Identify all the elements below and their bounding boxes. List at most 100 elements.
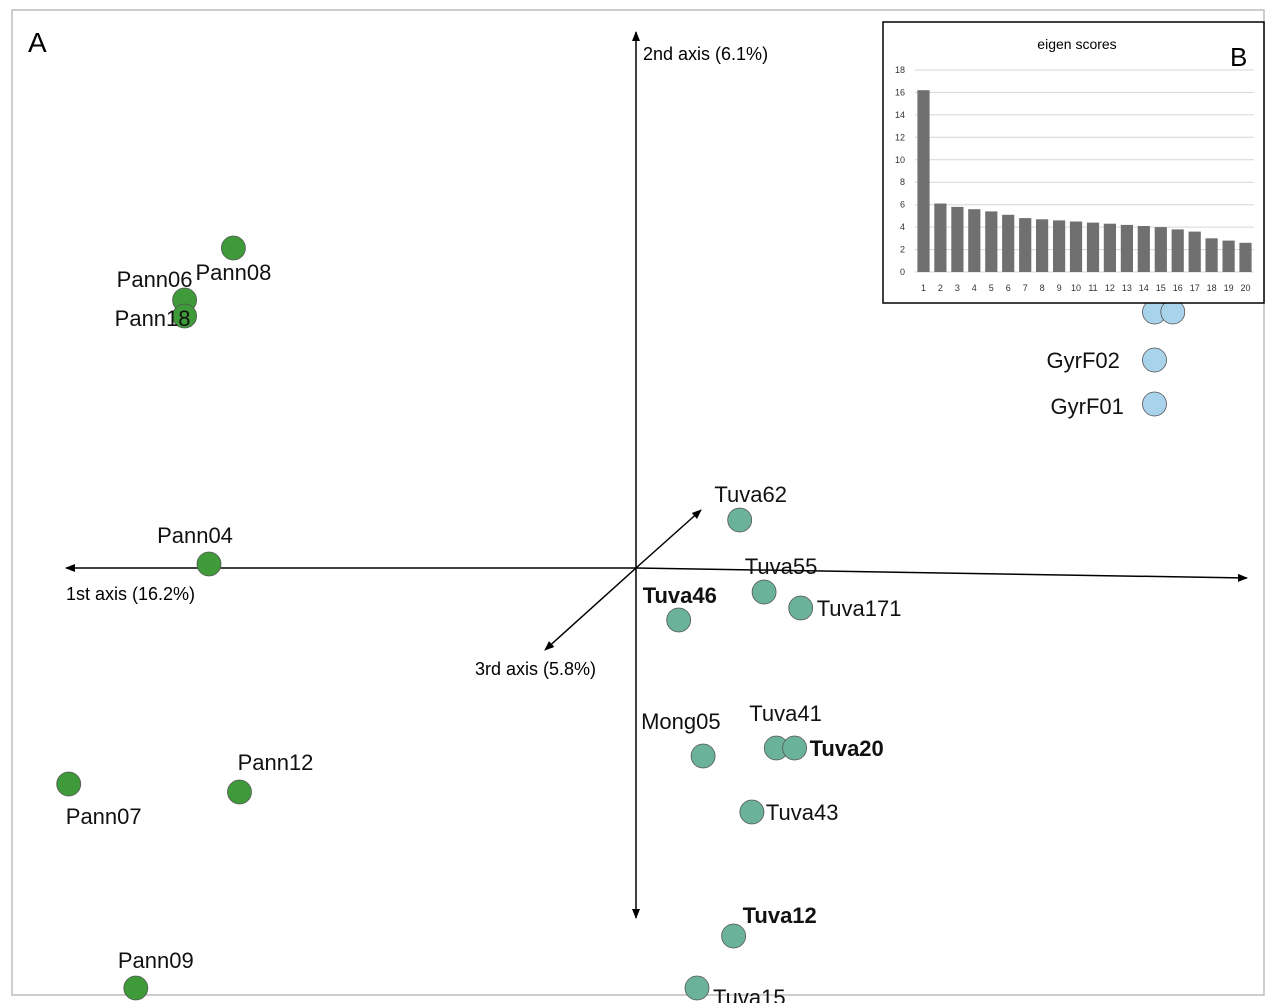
x-tick-13: 13: [1122, 283, 1132, 293]
point-tuva171: [788, 595, 814, 621]
label-gyrf02: GyrF02: [1047, 348, 1120, 373]
bar-1: [917, 90, 930, 272]
bar-12: [1103, 223, 1116, 272]
point-pann12: [227, 779, 252, 805]
point-pann07: [56, 771, 82, 797]
point-tuva15: [684, 975, 710, 1001]
label-tuva43: Tuva43: [766, 800, 839, 825]
label-tuva55: Tuva55: [745, 554, 818, 579]
x-tick-2: 2: [938, 283, 943, 293]
figure-border: [11, 9, 1265, 996]
label-gyrf01: GyrF01: [1051, 394, 1124, 419]
point-tuva46: [666, 607, 692, 633]
point-tuva62: [727, 507, 753, 533]
label-tuva20: Tuva20: [810, 736, 884, 761]
x-tick-19: 19: [1224, 283, 1234, 293]
x-tick-7: 7: [1023, 283, 1028, 293]
point-pann18: [172, 303, 198, 329]
point-tuva55: [751, 579, 777, 605]
bar-19: [1222, 240, 1235, 272]
bar-11: [1086, 222, 1100, 272]
y-tick-10: 10: [895, 155, 905, 165]
x-tick-8: 8: [1040, 283, 1045, 293]
bar-6: [1002, 214, 1015, 272]
point-tuva20: [782, 735, 807, 761]
y-tick-8: 8: [900, 177, 905, 187]
label-pann12: Pann12: [238, 750, 314, 775]
bar-14: [1137, 226, 1150, 272]
point-mong05: [690, 743, 716, 769]
bar-20: [1239, 242, 1252, 272]
point-pann09: [123, 975, 149, 1001]
point-pann08: [220, 235, 246, 261]
bar-10: [1069, 221, 1083, 272]
label-tuva46: Tuva46: [643, 583, 717, 608]
y-tick-12: 12: [895, 132, 905, 142]
x-tick-3: 3: [955, 283, 960, 293]
point-tuva12: [721, 923, 746, 949]
bar-18: [1205, 238, 1218, 272]
x-tick-17: 17: [1190, 283, 1200, 293]
label-tuva171: Tuva171: [817, 596, 902, 621]
label-pann04: Pann04: [157, 523, 233, 548]
x-tick-18: 18: [1207, 283, 1217, 293]
label-tuva15: Tuva15: [713, 985, 786, 1003]
label-pann06: Pann06: [117, 267, 193, 292]
label-mong05: Mong05: [641, 709, 721, 734]
pca-axes: [65, 31, 1248, 919]
point-gyrf02: [1142, 347, 1167, 373]
x-tick-20: 20: [1240, 283, 1250, 293]
z-axis-down-line: [544, 567, 637, 651]
y-tick-14: 14: [895, 110, 905, 120]
label-tuva12: Tuva12: [743, 903, 817, 928]
z-axis-label: 3rd axis (5.8%): [475, 659, 596, 679]
x-tick-11: 11: [1088, 283, 1097, 293]
point-pann04: [196, 551, 222, 577]
label-pann18: Pann18: [115, 306, 191, 331]
label-tuva62: Tuva62: [714, 482, 787, 507]
inset-x-ticks: 1 2 3 4 5 6 7 8 9 10 11 12 13 14 15 16 17 18 19 20: [921, 283, 1251, 293]
bar-15: [1154, 227, 1167, 272]
y-tick-18: 18: [895, 65, 905, 75]
y-tick-2: 2: [900, 245, 905, 255]
panel-label-b: B: [1230, 42, 1247, 72]
x-tick-16: 16: [1173, 283, 1183, 293]
bar-2: [934, 203, 947, 272]
y-tick-0: 0: [900, 267, 905, 277]
x-tick-6: 6: [1006, 283, 1011, 293]
bar-7: [1019, 218, 1032, 272]
x-tick-5: 5: [989, 283, 994, 293]
x-tick-12: 12: [1105, 283, 1115, 293]
x-tick-14: 14: [1139, 283, 1149, 293]
y-tick-16: 16: [895, 87, 905, 97]
label-tuva41: Tuva41: [749, 701, 822, 726]
y-tick-6: 6: [900, 200, 905, 210]
x-axis-label: 1st axis (16.2%): [66, 584, 195, 604]
bar-13: [1120, 224, 1133, 272]
x-tick-9: 9: [1057, 283, 1062, 293]
x-axis-right-line: [635, 567, 1248, 582]
x-tick-10: 10: [1071, 283, 1081, 293]
bar-9: [1053, 220, 1066, 272]
label-pann09: Pann09: [118, 948, 194, 973]
bar-4: [968, 209, 981, 272]
inset-title: eigen scores: [1037, 36, 1116, 52]
y-tick-4: 4: [900, 222, 905, 232]
bar-8: [1036, 219, 1049, 272]
x-tick-4: 4: [972, 283, 977, 293]
bar-17: [1188, 231, 1201, 272]
label-pann08: Pann08: [195, 260, 271, 285]
bar-5: [985, 211, 998, 272]
bar-3: [951, 206, 964, 272]
inset-y-ticks: 0 2 4 6 8 10 12 14 16 18: [895, 65, 905, 277]
bar-16: [1171, 229, 1184, 272]
z-axis-up-line: [635, 509, 702, 569]
x-tick-1: 1: [921, 283, 926, 293]
panel-label-a: A: [28, 27, 47, 58]
x-tick-15: 15: [1156, 283, 1166, 293]
point-gyrf01: [1142, 391, 1167, 417]
y-axis-label: 2nd axis (6.1%): [643, 44, 768, 64]
